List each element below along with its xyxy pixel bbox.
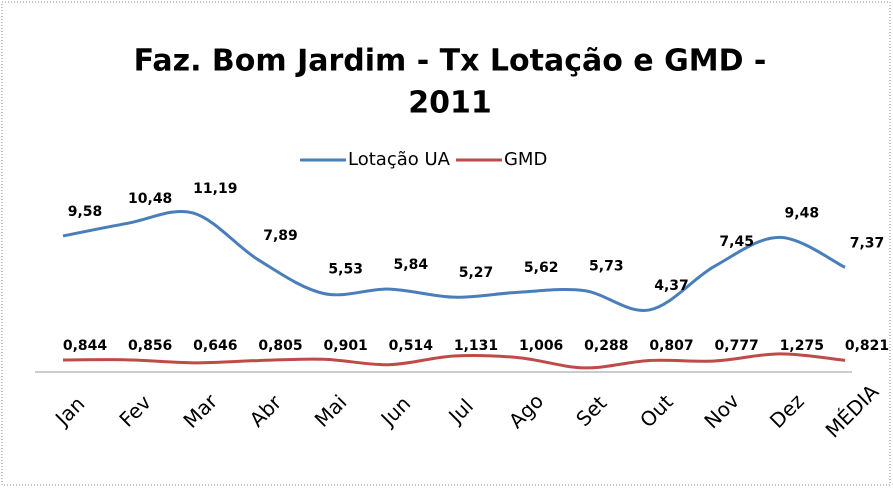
data-label: 7,37 bbox=[850, 235, 885, 251]
data-label: 0,856 bbox=[128, 338, 172, 354]
data-label: 7,89 bbox=[263, 228, 298, 244]
data-label: 0,844 bbox=[63, 338, 108, 354]
legend-label: GMD bbox=[504, 149, 547, 170]
data-label: 0,777 bbox=[715, 338, 759, 354]
x-tick-label: Mai bbox=[310, 390, 352, 432]
data-label: 1,275 bbox=[780, 338, 824, 354]
data-label: 1,006 bbox=[519, 338, 563, 354]
data-label: 5,27 bbox=[459, 265, 494, 281]
data-label: 5,53 bbox=[328, 261, 363, 277]
data-label: 5,84 bbox=[394, 257, 429, 273]
x-tick-label: Dez bbox=[765, 389, 809, 433]
data-label: 0,805 bbox=[258, 338, 302, 354]
x-tick-label: Fev bbox=[114, 390, 156, 432]
x-tick-label: Jun bbox=[375, 391, 415, 431]
x-tick-label: Jan bbox=[49, 392, 89, 432]
data-label: 9,48 bbox=[785, 205, 820, 221]
series-line bbox=[62, 209, 846, 312]
x-tick-label: MÉDIA bbox=[821, 379, 884, 442]
series-line bbox=[62, 352, 846, 370]
x-tick-label: Ago bbox=[504, 389, 548, 433]
data-label: 11,19 bbox=[193, 181, 237, 197]
data-label: 9,58 bbox=[68, 204, 103, 220]
data-label: 4,37 bbox=[654, 278, 689, 294]
data-label: 0,821 bbox=[845, 338, 889, 354]
data-label: 7,45 bbox=[719, 234, 754, 250]
data-label: 5,73 bbox=[589, 259, 624, 275]
x-tick-label: Nov bbox=[699, 389, 744, 434]
data-label: 0,288 bbox=[584, 338, 628, 354]
data-label: 10,48 bbox=[128, 191, 172, 207]
data-label: 0,646 bbox=[193, 338, 237, 354]
x-tick-label: Mar bbox=[178, 389, 222, 433]
x-tick-label: Set bbox=[571, 391, 611, 431]
x-tick-label: Jul bbox=[443, 394, 478, 429]
chart-title: 2011 bbox=[408, 86, 492, 121]
legend-label: Lotação UA bbox=[348, 149, 451, 170]
data-label: 0,901 bbox=[324, 338, 368, 354]
data-label: 0,807 bbox=[649, 338, 693, 354]
data-label: 5,62 bbox=[524, 260, 559, 276]
x-tick-label: Out bbox=[635, 390, 678, 433]
data-label: 1,131 bbox=[454, 338, 498, 354]
chart-title: Faz. Bom Jardim - Tx Lotação e GMD - bbox=[134, 44, 767, 79]
x-tick-label: Abr bbox=[245, 390, 287, 432]
data-label: 0,514 bbox=[389, 338, 434, 354]
